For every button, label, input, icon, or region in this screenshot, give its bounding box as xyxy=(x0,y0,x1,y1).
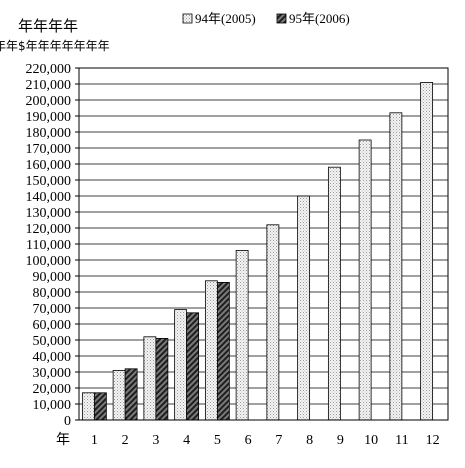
y-tick-label: 190,000 xyxy=(26,110,72,125)
x-tick-label: 6 xyxy=(245,433,252,448)
bar-series2 xyxy=(187,313,199,420)
y-tick-label: 50,000 xyxy=(33,334,72,349)
bar-series1 xyxy=(328,167,340,420)
y-tick-label: 20,000 xyxy=(33,382,72,397)
y-tick-label: 220,000 xyxy=(26,62,72,77)
y-tick-label: 110,000 xyxy=(26,238,71,253)
bar-series1 xyxy=(113,370,125,420)
y-tick-label: 210,000 xyxy=(26,78,72,93)
bar-series1 xyxy=(359,140,371,420)
x-axis-label: 年 xyxy=(56,432,70,448)
x-tick-label: 3 xyxy=(152,433,159,448)
legend: 94年(2005) 95年(2006) xyxy=(183,11,350,26)
y-tick-label: 180,000 xyxy=(26,126,72,141)
legend-label: 94年(2005) xyxy=(195,11,256,26)
x-tick-label: 12 xyxy=(426,433,440,448)
legend-label: 95年(2006) xyxy=(289,11,350,26)
y-tick-label: 90,000 xyxy=(33,270,72,285)
bar-series1 xyxy=(267,225,279,420)
y-tick-label: 0 xyxy=(64,414,71,429)
y-tick-label: 70,000 xyxy=(33,302,72,317)
y-tick-label: 200,000 xyxy=(26,94,72,109)
y-tick-label: 10,000 xyxy=(33,398,72,413)
y-tick-label: 30,000 xyxy=(33,366,72,381)
y-tick-label: 130,000 xyxy=(26,206,72,221)
y-tick-label: 100,000 xyxy=(26,254,72,269)
y-tick-label: 40,000 xyxy=(33,350,72,365)
y-tick-label: 170,000 xyxy=(26,142,72,157)
x-tick-label: 7 xyxy=(275,433,282,448)
bar-series2 xyxy=(94,393,106,420)
bar-series1 xyxy=(205,281,217,420)
legend-swatch xyxy=(277,14,286,23)
bar-series1 xyxy=(82,393,94,420)
bar-series1 xyxy=(298,196,310,420)
chart-title: 年年年年 xyxy=(18,17,78,35)
x-tick-label: 11 xyxy=(395,433,408,448)
bar-series2 xyxy=(217,282,229,420)
y-tick-label: 60,000 xyxy=(33,318,72,333)
legend-swatch xyxy=(183,14,192,23)
y-tick-label: 160,000 xyxy=(26,158,72,173)
bar-series1 xyxy=(175,310,187,420)
bar-series1 xyxy=(144,337,156,420)
x-tick-label: 1 xyxy=(91,433,98,448)
bar-series2 xyxy=(156,338,168,420)
x-tick-label: 4 xyxy=(183,433,190,448)
bar-series1 xyxy=(236,250,248,420)
y-tick-label: 150,000 xyxy=(26,174,72,189)
x-tick-label: 8 xyxy=(306,433,313,448)
y-tick-label: 140,000 xyxy=(26,190,72,205)
x-tick-label: 2 xyxy=(122,433,129,448)
bar-series1 xyxy=(421,82,433,420)
chart-subtitle: 年年$年年年年年年年 xyxy=(0,39,110,53)
y-tick-label: 80,000 xyxy=(33,286,72,301)
x-tick-label: 9 xyxy=(337,433,344,448)
bar-series1 xyxy=(390,113,402,420)
y-tick-label: 120,000 xyxy=(26,222,72,237)
bars xyxy=(82,82,432,420)
x-tick-label: 5 xyxy=(214,433,221,448)
x-tick-label: 10 xyxy=(364,433,378,448)
bar-series2 xyxy=(125,369,137,420)
